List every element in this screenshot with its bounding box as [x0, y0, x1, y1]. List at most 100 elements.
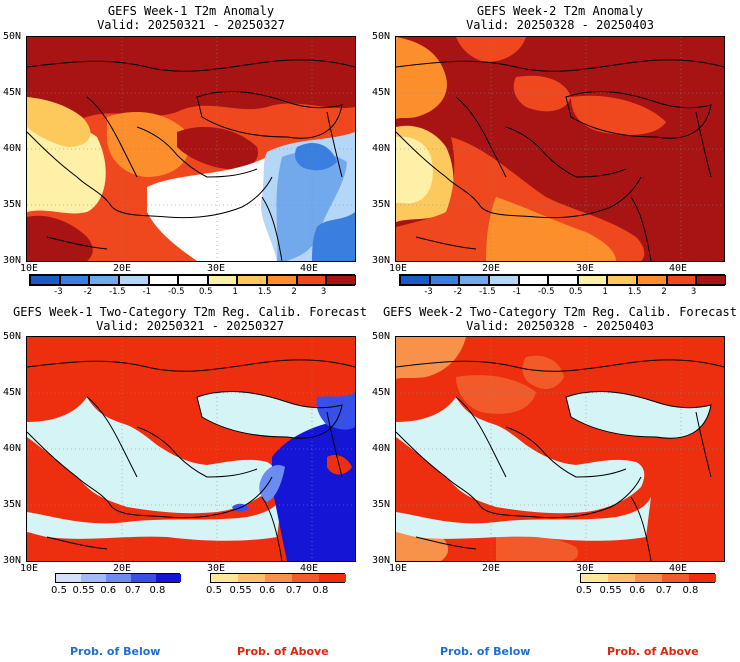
panel-1-lat-35: 35N: [3, 199, 22, 210]
panel-4-lat-50: 50N: [372, 331, 391, 342]
panel-1-title-line2: Valid: 20250321 - 20250327: [97, 18, 285, 32]
colorbar-segment: [548, 275, 578, 285]
anomaly-tick-label: -0.5: [537, 287, 555, 297]
anomaly-tick-label: -1.5: [479, 287, 496, 297]
colorbar-segment: [56, 574, 81, 582]
colorbar-segment: [662, 574, 689, 582]
colorbar-segment: [118, 275, 149, 285]
panel-3-lon-30: 30E: [207, 563, 226, 574]
colorbar-segment: [400, 275, 430, 285]
panel-4-map: [395, 336, 725, 562]
colorbar-segment: [131, 574, 156, 582]
panel-3-lat-40: 40N: [3, 443, 22, 454]
prob-below-colorbar-1: [55, 573, 181, 583]
prob-tick-label: 0.8: [149, 585, 166, 596]
panel-1-lon-20: 20E: [113, 263, 132, 274]
colorbar-segment: [81, 574, 106, 582]
prob-below-label-1: Prob. of Below: [70, 645, 161, 658]
colorbar-segment: [265, 574, 292, 582]
panel-4-title-line2: Valid: 20250328 - 20250403: [466, 319, 654, 333]
anomaly-tick-label: -3: [54, 287, 63, 297]
prob-above-colorbar-1: [210, 573, 346, 583]
colorbar-segment: [518, 275, 549, 285]
anomaly-tick-label: -1: [142, 287, 152, 297]
prob-tick-label: 0.5: [576, 585, 592, 596]
panel-4-lat-35: 35N: [372, 499, 391, 510]
anomaly-tick-label: 1: [232, 287, 238, 297]
colorbar-segment: [319, 574, 346, 582]
colorbar-segment: [148, 275, 179, 285]
panel-2-lat-40: 40N: [372, 143, 391, 154]
panel-4-lat-40: 40N: [372, 443, 391, 454]
colorbar-segment: [488, 275, 519, 285]
anomaly-colorbar-2: [399, 274, 726, 286]
panel-1-lon-10: 10E: [20, 263, 39, 274]
panel-1-lat-30: 30N: [3, 255, 22, 266]
colorbar-segment: [89, 275, 119, 285]
panel-2-lat-30: 30N: [372, 255, 391, 266]
prob-below-label-2: Prob. of Below: [440, 645, 531, 658]
colorbar-segment: [577, 275, 608, 285]
colorbar-segment: [666, 275, 697, 285]
panel-2-lon-20: 20E: [482, 263, 501, 274]
panel-4-lat-30: 30N: [372, 555, 391, 566]
panel-4-lon-30: 30E: [576, 563, 595, 574]
panel-3-lon-20: 20E: [113, 563, 132, 574]
prob-tick-label: 0.6: [259, 585, 276, 596]
anomaly-tick-label: -3: [424, 287, 433, 297]
panel-2-lon-40: 40E: [669, 263, 688, 274]
colorbar-segment: [207, 275, 238, 285]
anomaly-tick-label: 3: [320, 287, 327, 297]
panel-1-lon-40: 40E: [300, 263, 319, 274]
panel-2-lat-45: 45N: [372, 87, 391, 98]
panel-4-lon-20: 20E: [482, 563, 501, 574]
prob-tick-label: 0.6: [629, 585, 646, 596]
colorbar-segment: [267, 275, 297, 285]
colorbar-segment: [326, 275, 356, 285]
panel-2-lon-10: 10E: [389, 263, 408, 274]
panel-1-title-line1: GEFS Week-1 T2m Anomaly: [107, 4, 275, 18]
colorbar-segment: [296, 275, 327, 285]
prob-tick-label: 0.5: [206, 585, 222, 596]
anomaly-tick-label: 1.5: [627, 287, 642, 297]
anomaly-tick-label: -2: [83, 287, 93, 297]
colorbar-segment: [581, 574, 608, 582]
panel-3-map: [26, 336, 356, 562]
panel-2-title-line2: Valid: 20250328 - 20250403: [466, 18, 654, 32]
colorbar-segment: [211, 574, 238, 582]
prob-above-label-1: Prob. of Above: [237, 645, 329, 658]
panel-3-lon-40: 40E: [300, 563, 319, 574]
colorbar-segment: [637, 275, 667, 285]
prob-above-label-2: Prob. of Above: [607, 645, 699, 658]
panel-2-lat-35: 35N: [372, 199, 391, 210]
panel-3-title-line1: GEFS Week-1 Two-Category T2m Reg. Calib.…: [12, 305, 367, 319]
anomaly-tick-label: 0.5: [568, 287, 583, 297]
anomaly-tick-label: 1.5: [257, 287, 272, 297]
panel-1-map: [26, 36, 356, 262]
colorbar-segment: [696, 275, 726, 285]
panel-1-lon-30: 30E: [207, 263, 226, 274]
colorbar-segment: [238, 574, 265, 582]
colorbar-segment: [608, 574, 635, 582]
panel-2-lon-30: 30E: [576, 263, 595, 274]
anomaly-tick-label: -0.5: [167, 287, 185, 297]
colorbar-segment: [292, 574, 319, 582]
prob-above-colorbar-2: [580, 573, 716, 583]
prob-tick-label: 0.8: [312, 585, 329, 596]
anomaly-tick-label: 1: [602, 287, 608, 297]
prob-tick-label: 0.55: [229, 585, 252, 596]
prob-tick-label: 0.55: [72, 585, 95, 596]
colorbar-segment: [459, 275, 489, 285]
prob-tick-label: 0.7: [655, 585, 672, 596]
anomaly-tick-label: 3: [690, 287, 697, 297]
colorbar-segment: [178, 275, 208, 285]
panel-3-lon-10: 10E: [20, 563, 39, 574]
panel-4-lat-45: 45N: [372, 387, 391, 398]
colorbar-segment: [429, 275, 460, 285]
anomaly-tick-label: 2: [661, 287, 667, 297]
panel-4-lon-10: 10E: [389, 563, 408, 574]
panel-1-lat-50: 50N: [3, 31, 22, 42]
panel-2-map: [395, 36, 725, 262]
anomaly-tick-label: 0.5: [198, 287, 213, 297]
colorbar-segment: [156, 574, 181, 582]
